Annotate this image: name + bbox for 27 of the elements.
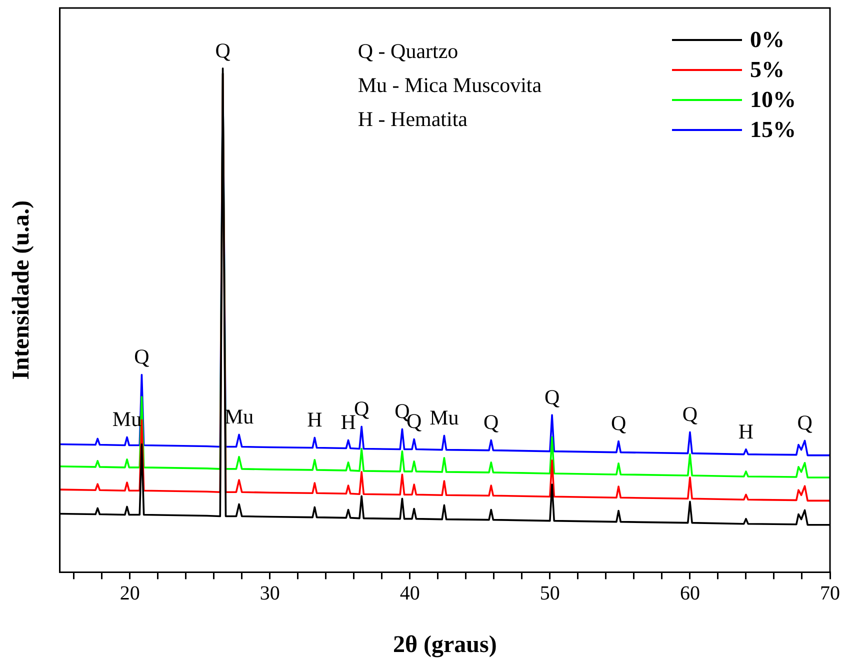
annotation: Q — [682, 402, 698, 426]
y-axis-title: Intensidade (u.a.) — [8, 200, 35, 380]
x-tick-label: 60 — [680, 582, 700, 604]
legend-label: 15% — [750, 116, 796, 142]
annotation: Mu — [430, 406, 460, 430]
annotation: Q — [484, 410, 499, 434]
annotation: H — [738, 419, 754, 444]
annotation: H - Hematita — [358, 107, 468, 132]
legend-label: 5% — [750, 56, 784, 82]
x-axis-title: 2θ (graus) — [392, 632, 497, 658]
annotation: Q — [610, 411, 626, 436]
annotation: Q — [354, 396, 370, 421]
annotation: Q — [544, 385, 560, 410]
annotation: Q — [134, 344, 150, 369]
x-tick-label: 70 — [820, 582, 840, 604]
annotation: H — [307, 408, 322, 432]
annotation: Q — [797, 410, 812, 435]
legend-label: 10% — [750, 86, 796, 112]
annotation: H — [340, 410, 356, 434]
x-tick-label: 50 — [540, 582, 560, 604]
x-tick-label: 20 — [120, 582, 140, 604]
x-tick-label: 40 — [400, 582, 420, 604]
annotation: Q — [215, 38, 230, 62]
legend-label: 0% — [750, 26, 784, 52]
annotation: Mu - Mica Muscovita — [358, 73, 542, 98]
x-tick-label: 30 — [260, 582, 280, 604]
text: Q - Quartzo — [358, 39, 458, 64]
